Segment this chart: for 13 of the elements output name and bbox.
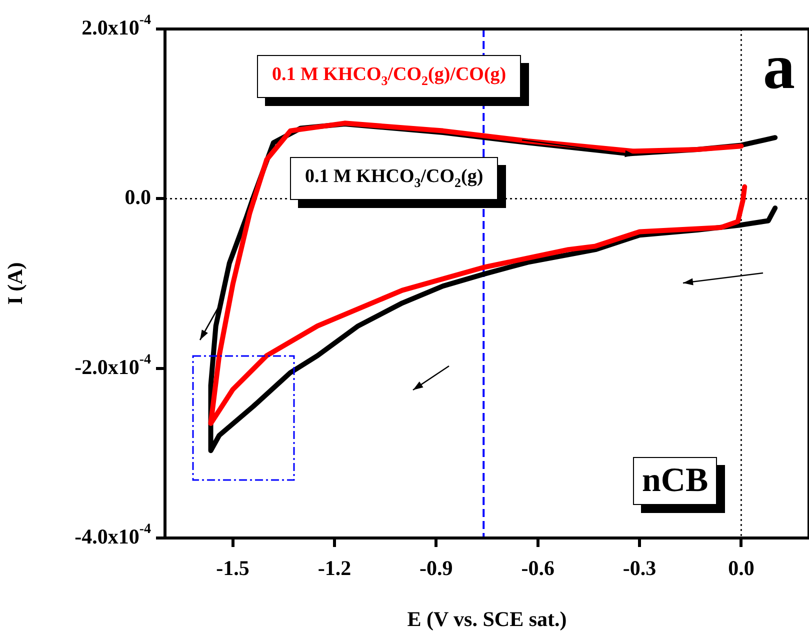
x-tick-label: -0.9	[420, 556, 453, 580]
annotation: nCB	[633, 457, 718, 505]
y-tick-label: 0.0	[124, 185, 151, 210]
text: 0.1 M KHCO$_{3}$/CO$_{2}$(g)/CO(g)	[257, 55, 522, 98]
x-tick-label: -1.2	[318, 556, 352, 580]
y-axis-title: I (A)	[3, 262, 28, 305]
x-axis-title: E (V vs. SCE sat.)	[407, 606, 567, 631]
series-label: 0.1 M KHCO$_{3}$/CO$_{2}$(g)	[290, 157, 498, 200]
annotation: a	[763, 30, 795, 104]
x-tick-label: -0.3	[622, 556, 656, 580]
x-tick-label: 0.0	[728, 556, 754, 580]
x-tick-label: -0.6	[521, 556, 554, 580]
x-tick-label: -1.5	[216, 556, 250, 580]
